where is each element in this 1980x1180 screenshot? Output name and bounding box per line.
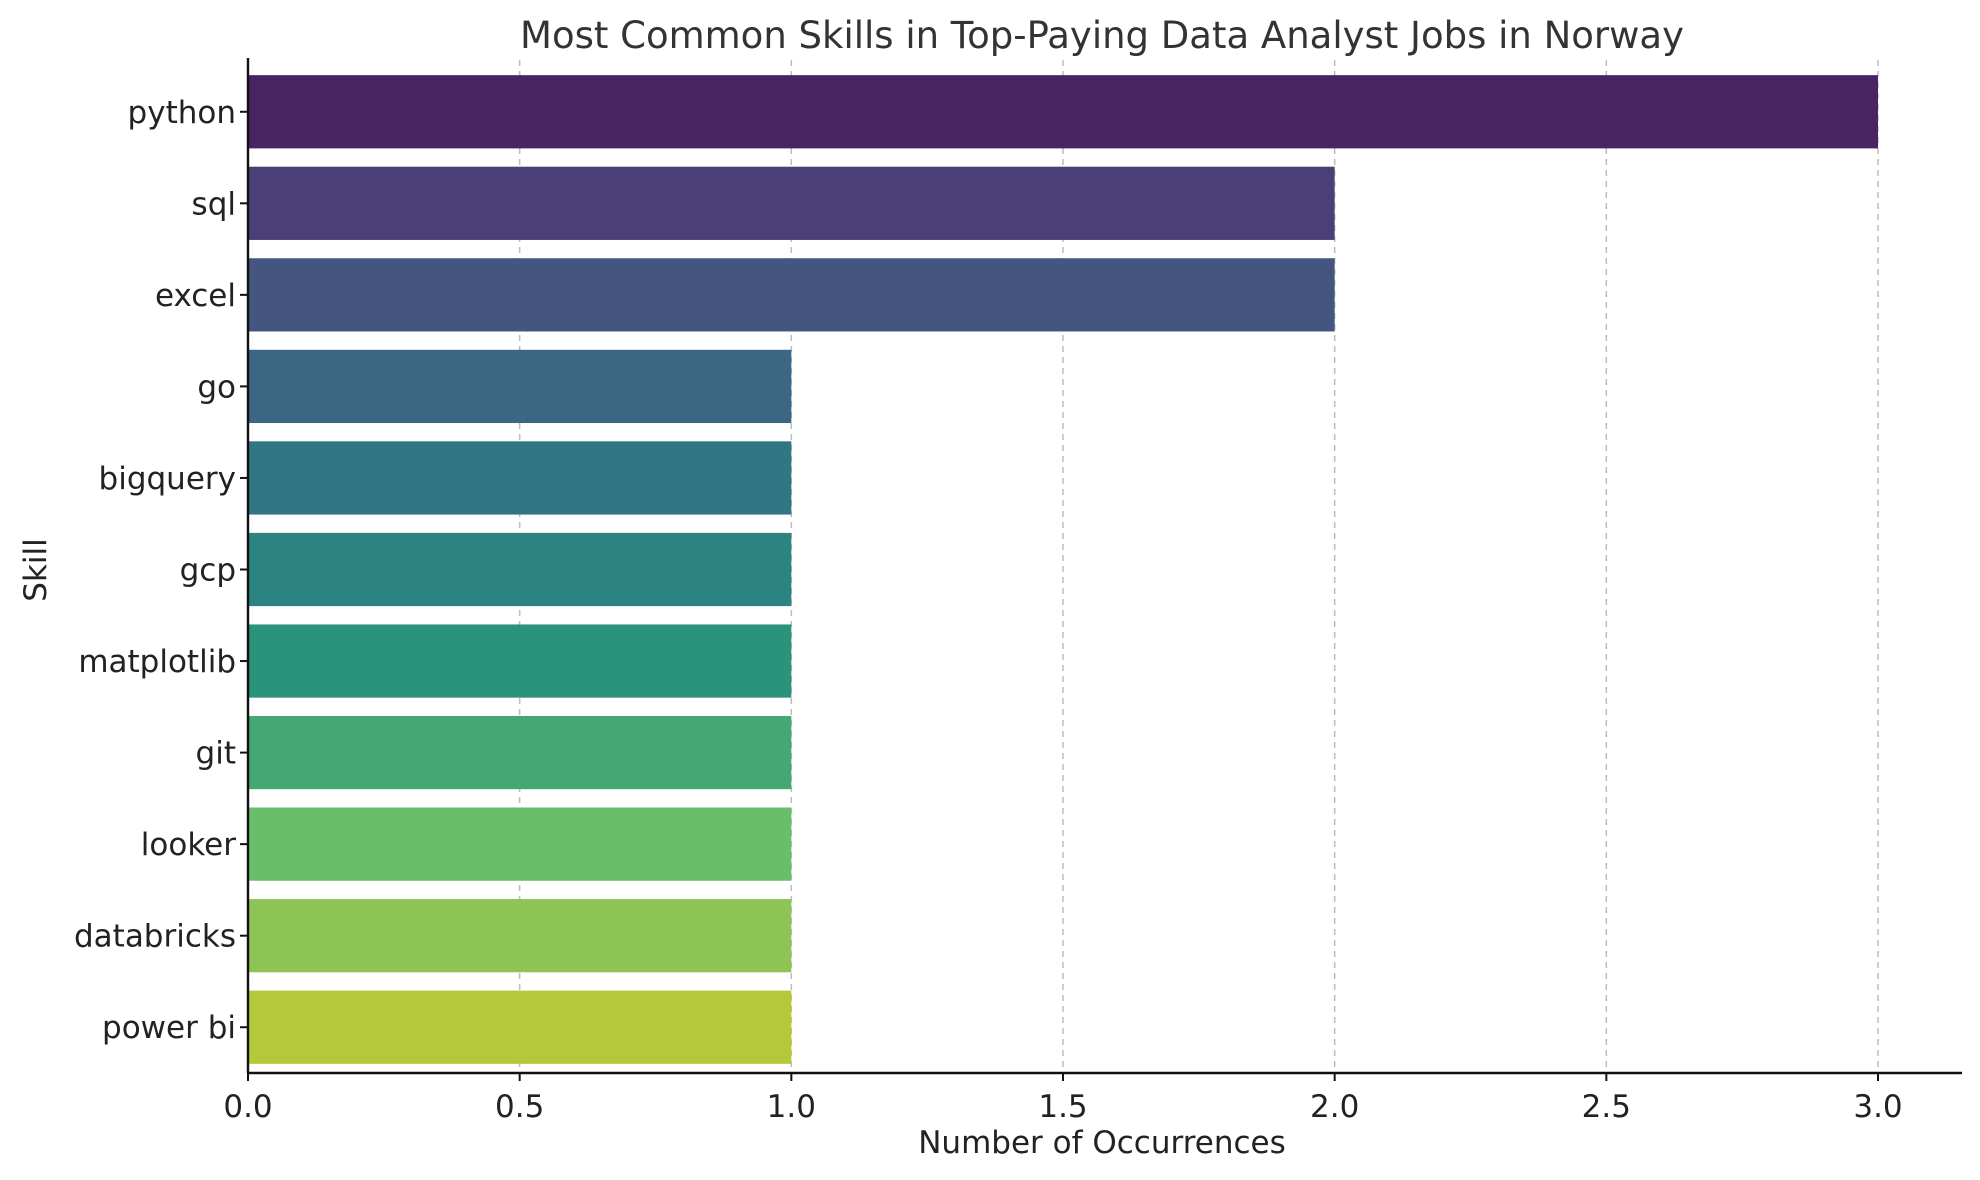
bar-python <box>248 75 1878 149</box>
x-tick-label: 0.0 <box>223 1089 272 1125</box>
bar-excel <box>248 258 1335 332</box>
bar-looker <box>248 807 792 881</box>
y-axis-title: Skill <box>18 538 54 601</box>
x-tick-label: 1.0 <box>767 1089 816 1125</box>
y-tick-label: matplotlib <box>78 644 236 680</box>
bar-databricks <box>248 899 792 973</box>
x-tick-label: 0.5 <box>495 1089 544 1125</box>
bar-layer <box>248 75 1878 1064</box>
y-tick-label: bigquery <box>99 461 236 497</box>
y-tick-label: gcp <box>180 553 236 589</box>
bar-go <box>248 349 792 424</box>
y-tick-label: excel <box>155 278 236 314</box>
tick-layer: python sql excel go bigquery gcp matplotlib git… <box>74 95 1903 1125</box>
bar-git <box>248 715 792 790</box>
y-tick-label: sql <box>192 186 236 222</box>
y-tick-label: go <box>197 369 236 405</box>
x-tick-label: 3.0 <box>1853 1089 1902 1125</box>
x-tick-label: 1.5 <box>1038 1089 1087 1125</box>
y-tick-label: power bi <box>102 1010 236 1046</box>
bar-gcp <box>248 532 792 607</box>
bar-bigquery <box>248 441 792 515</box>
y-tick-label: python <box>128 95 236 131</box>
bar-matplotlib <box>248 624 792 698</box>
axis-layer <box>246 58 1962 1075</box>
x-tick-label: 2.5 <box>1582 1089 1631 1125</box>
bar-power-bi <box>248 990 792 1064</box>
y-tick-label: looker <box>141 827 236 863</box>
bar-sql <box>248 166 1335 240</box>
x-tick-label: 2.0 <box>1310 1089 1359 1125</box>
chart-title: Most Common Skills in Top-Paying Data An… <box>520 14 1684 57</box>
y-tick-label: git <box>196 736 236 772</box>
x-axis-title: Number of Occurrences <box>918 1125 1286 1161</box>
y-tick-label: databricks <box>74 919 236 955</box>
